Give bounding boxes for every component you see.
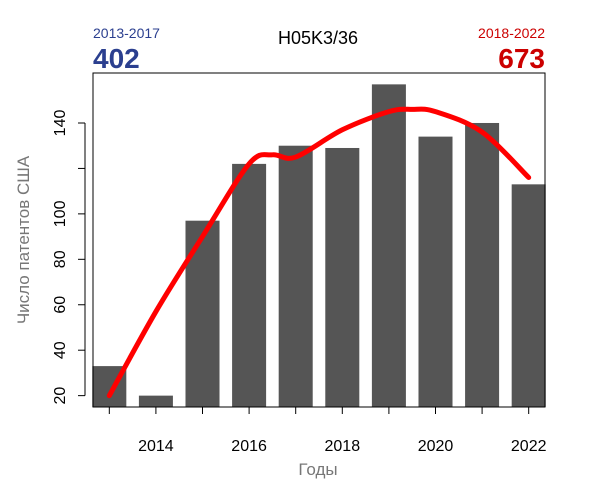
left-total-value: 402 bbox=[93, 43, 140, 74]
bars bbox=[92, 84, 545, 407]
x-tick-label: 2020 bbox=[418, 438, 454, 455]
bar-2020 bbox=[418, 137, 452, 407]
y-tick-label: 60 bbox=[52, 296, 69, 314]
bar-2018 bbox=[325, 148, 359, 407]
y-axis: 20 40 60 80 100 140 bbox=[52, 110, 85, 405]
bar-2022 bbox=[512, 184, 546, 407]
bar-2019 bbox=[372, 84, 406, 407]
x-tick-label: 2016 bbox=[231, 438, 267, 455]
x-tick-label: 2022 bbox=[511, 438, 547, 455]
x-tick-label: 2018 bbox=[325, 438, 361, 455]
bar-2014 bbox=[139, 396, 173, 407]
bar-2017 bbox=[279, 146, 313, 407]
y-tick-label: 20 bbox=[52, 387, 69, 405]
x-axis-label: Годы bbox=[298, 460, 337, 479]
right-total-value: 673 bbox=[498, 43, 545, 74]
x-axis: 2014 2016 2018 2020 2022 bbox=[109, 407, 546, 455]
bar-2021 bbox=[465, 123, 499, 407]
right-period-label: 2018-2022 bbox=[478, 25, 545, 41]
left-period-label: 2013-2017 bbox=[93, 25, 160, 41]
y-tick-label: 140 bbox=[52, 110, 69, 137]
bar-2015 bbox=[185, 221, 219, 407]
y-tick-label: 100 bbox=[52, 200, 69, 227]
y-tick-label: 40 bbox=[52, 341, 69, 359]
y-tick-label: 80 bbox=[52, 250, 69, 268]
bar-2016 bbox=[232, 164, 266, 407]
y-axis-label: Число патентов США bbox=[14, 155, 33, 324]
x-tick-label: 2014 bbox=[138, 438, 174, 455]
chart-title: H05K3/36 bbox=[278, 28, 358, 48]
